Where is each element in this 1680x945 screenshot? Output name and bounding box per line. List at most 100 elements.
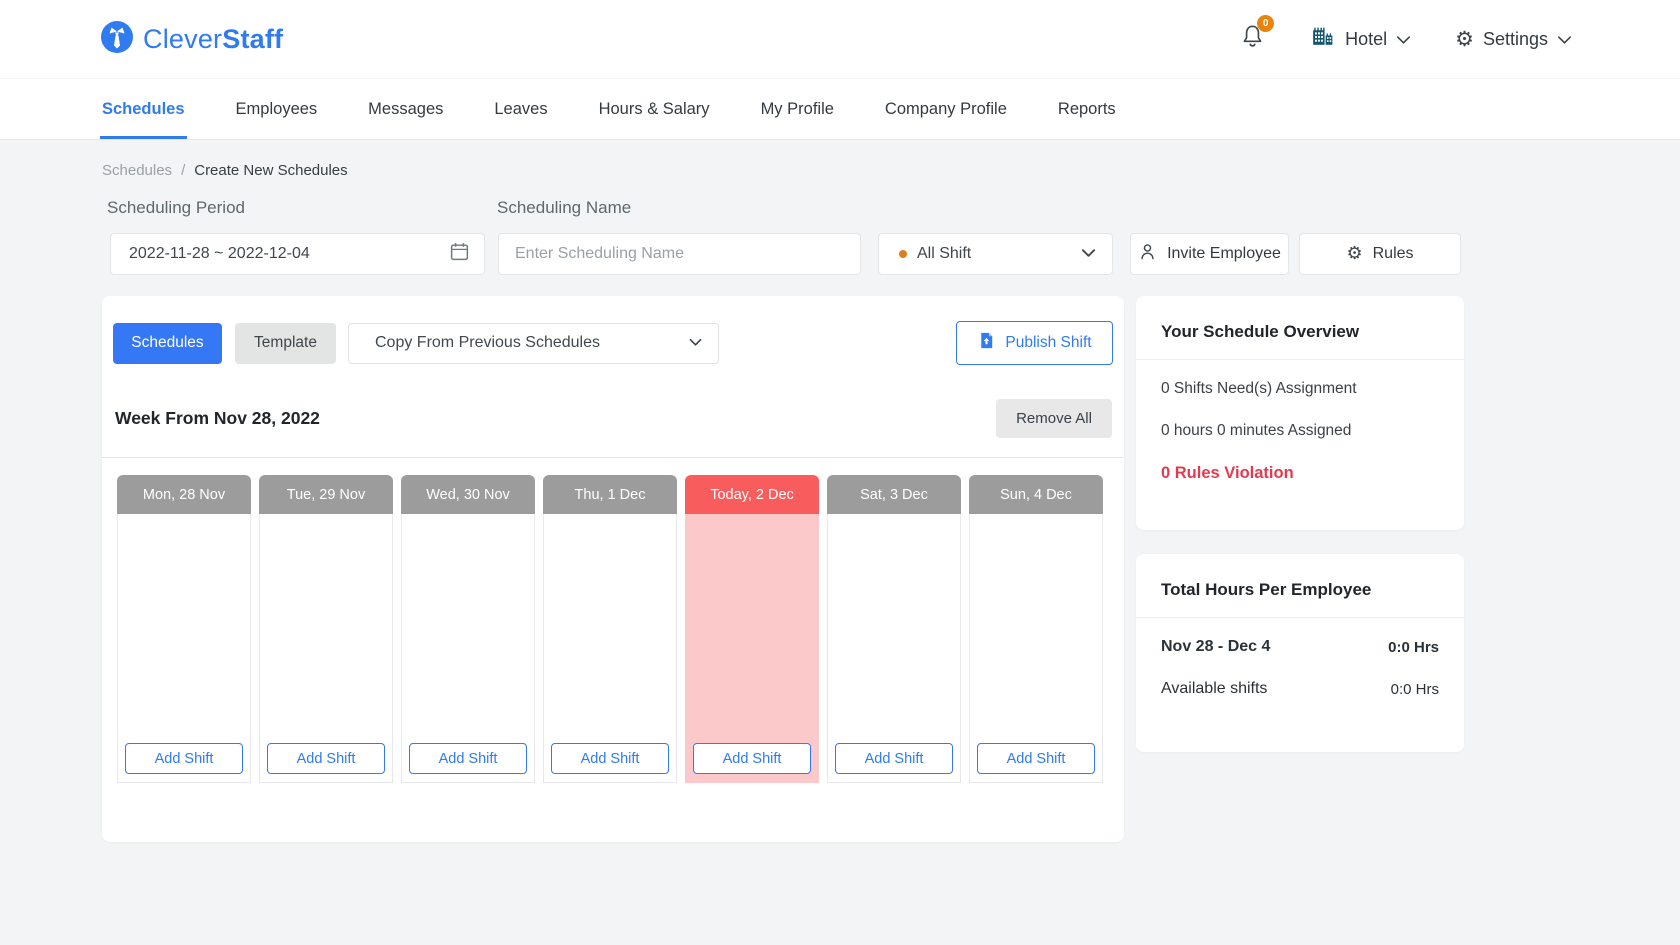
scheduling-name-input[interactable] (515, 245, 844, 263)
day-column-tue: Tue, 29 Nov Add Shift (259, 475, 393, 783)
rules-violation-row: 0 Rules Violation (1161, 464, 1294, 482)
notification-badge: 0 (1257, 15, 1275, 32)
rules-label: Rules (1372, 245, 1414, 262)
settings-menu-label: Settings (1482, 28, 1548, 49)
tab-messages[interactable]: Messages (368, 99, 444, 118)
shift-filter-value: All Shift (917, 245, 972, 262)
chevron-down-icon (1396, 29, 1411, 50)
rules-button[interactable]: ⚙ Rules (1299, 233, 1461, 275)
day-body: Add Shift (259, 514, 393, 783)
day-column-today: Today, 2 Dec Add Shift (685, 475, 819, 783)
shift-filter-select[interactable]: All Shift (878, 233, 1113, 275)
shifts-need-assignment-row: 0 Shifts Need(s) Assignment (1161, 380, 1357, 397)
grid-divider (102, 457, 1124, 458)
day-body: Add Shift (685, 514, 819, 783)
remove-all-button[interactable]: Remove All (996, 399, 1112, 438)
week-hours-value: 0:0 Hrs (1388, 638, 1439, 656)
day-header: Tue, 29 Nov (259, 475, 393, 514)
form-row: All Shift Invite Employee ⚙ Rules (102, 233, 1680, 275)
gear-icon: ⚙ (1346, 243, 1363, 264)
schedules-toggle-button[interactable]: Schedules (113, 322, 222, 364)
brand-staff: Staff (222, 23, 284, 54)
week-title: Week From Nov 28, 2022 (115, 408, 320, 428)
total-hours-title: Total Hours Per Employee (1161, 580, 1372, 599)
main-nav: Schedules Employees Messages Leaves Hour… (0, 78, 1680, 140)
add-shift-button[interactable]: Add Shift (693, 743, 811, 774)
template-toggle-button[interactable]: Template (235, 322, 336, 364)
breadcrumb: Schedules / Create New Schedules (102, 162, 1680, 179)
breadcrumb-separator: / (181, 162, 186, 179)
page-content: Schedules / Create New Schedules Schedul… (0, 140, 1680, 842)
scheduling-period-label: Scheduling Period (107, 198, 245, 217)
schedule-overview-title: Your Schedule Overview (1161, 322, 1360, 341)
day-header-today: Today, 2 Dec (685, 475, 819, 514)
day-column-sun: Sun, 4 Dec Add Shift (969, 475, 1103, 783)
calendar-icon (449, 241, 470, 267)
week-range-label: Nov 28 - Dec 4 (1161, 638, 1271, 655)
tab-schedules[interactable]: Schedules (100, 79, 187, 139)
available-shifts-row: Available shifts 0:0 Hrs (1161, 680, 1439, 698)
company-menu[interactable]: Hotel (1309, 23, 1411, 55)
copy-select-value: Copy From Previous Schedules (375, 334, 600, 351)
scheduler-toolbar: Schedules Template Copy From Previous Sc… (102, 296, 1124, 365)
add-shift-button[interactable]: Add Shift (551, 743, 669, 774)
chevron-down-icon (1081, 245, 1096, 263)
tab-leaves[interactable]: Leaves (494, 99, 548, 118)
tab-reports[interactable]: Reports (1057, 99, 1116, 118)
app-header: CleverStaff 0 (0, 0, 1680, 78)
brand-clever: Clever (143, 23, 223, 54)
day-body: Add Shift (969, 514, 1103, 783)
tab-hours-salary[interactable]: Hours & Salary (598, 99, 710, 118)
tab-employees[interactable]: Employees (235, 99, 318, 118)
day-body: Add Shift (543, 514, 677, 783)
day-header: Wed, 30 Nov (401, 475, 535, 514)
header-actions: 0 (1240, 15, 1572, 55)
scheduler-card: Schedules Template Copy From Previous Sc… (102, 296, 1124, 842)
bell-icon (1240, 25, 1265, 54)
available-shifts-value: 0:0 Hrs (1390, 680, 1439, 698)
day-body: Add Shift (827, 514, 961, 783)
person-icon (1138, 242, 1157, 266)
day-column-wed: Wed, 30 Nov Add Shift (401, 475, 535, 783)
shift-status-dot (899, 250, 907, 258)
divider (1136, 617, 1464, 618)
day-header: Mon, 28 Nov (117, 475, 251, 514)
settings-menu[interactable]: ⚙ Settings (1455, 26, 1572, 51)
day-column-mon: Mon, 28 Nov Add Shift (117, 475, 251, 783)
add-shift-button[interactable]: Add Shift (835, 743, 953, 774)
add-shift-button[interactable]: Add Shift (977, 743, 1095, 774)
total-hours-card: Total Hours Per Employee Nov 28 - Dec 4 … (1136, 554, 1464, 752)
add-shift-button[interactable]: Add Shift (267, 743, 385, 774)
day-header: Sat, 3 Dec (827, 475, 961, 514)
scheduling-name-field (498, 233, 861, 275)
copy-from-previous-select[interactable]: Copy From Previous Schedules (348, 322, 719, 364)
day-column-sat: Sat, 3 Dec Add Shift (827, 475, 961, 783)
week-row: Week From Nov 28, 2022 Remove All (115, 399, 1112, 438)
day-body: Add Shift (117, 514, 251, 783)
sidebar: Your Schedule Overview 0 Shifts Need(s) … (1136, 296, 1464, 842)
gear-icon: ⚙ (1455, 26, 1474, 51)
divider (1136, 359, 1464, 360)
invite-employee-button[interactable]: Invite Employee (1130, 233, 1289, 275)
week-grid: Mon, 28 Nov Add Shift Tue, 29 Nov Add Sh… (102, 475, 1124, 783)
notifications-button[interactable]: 0 (1240, 15, 1275, 55)
add-shift-button[interactable]: Add Shift (125, 743, 243, 774)
building-icon (1309, 23, 1336, 55)
logo[interactable]: CleverStaff (100, 20, 283, 59)
brand-text: CleverStaff (143, 24, 283, 55)
chevron-down-icon (1557, 29, 1572, 50)
company-menu-label: Hotel (1345, 28, 1388, 49)
form-labels: Scheduling Period Scheduling Name (102, 198, 1680, 218)
publish-shift-label: Publish Shift (1005, 334, 1092, 351)
add-shift-button[interactable]: Add Shift (409, 743, 527, 774)
tab-company-profile[interactable]: Company Profile (884, 99, 1007, 118)
scheduling-period-picker[interactable] (110, 233, 485, 275)
day-column-thu: Thu, 1 Dec Add Shift (543, 475, 677, 783)
day-body: Add Shift (401, 514, 535, 783)
day-header: Sun, 4 Dec (969, 475, 1103, 514)
breadcrumb-schedules[interactable]: Schedules (102, 162, 173, 179)
publish-shift-button[interactable]: Publish Shift (956, 321, 1113, 365)
tab-my-profile[interactable]: My Profile (760, 99, 834, 118)
scheduling-period-value[interactable] (129, 245, 409, 263)
breadcrumb-current: Create New Schedules (194, 162, 348, 179)
